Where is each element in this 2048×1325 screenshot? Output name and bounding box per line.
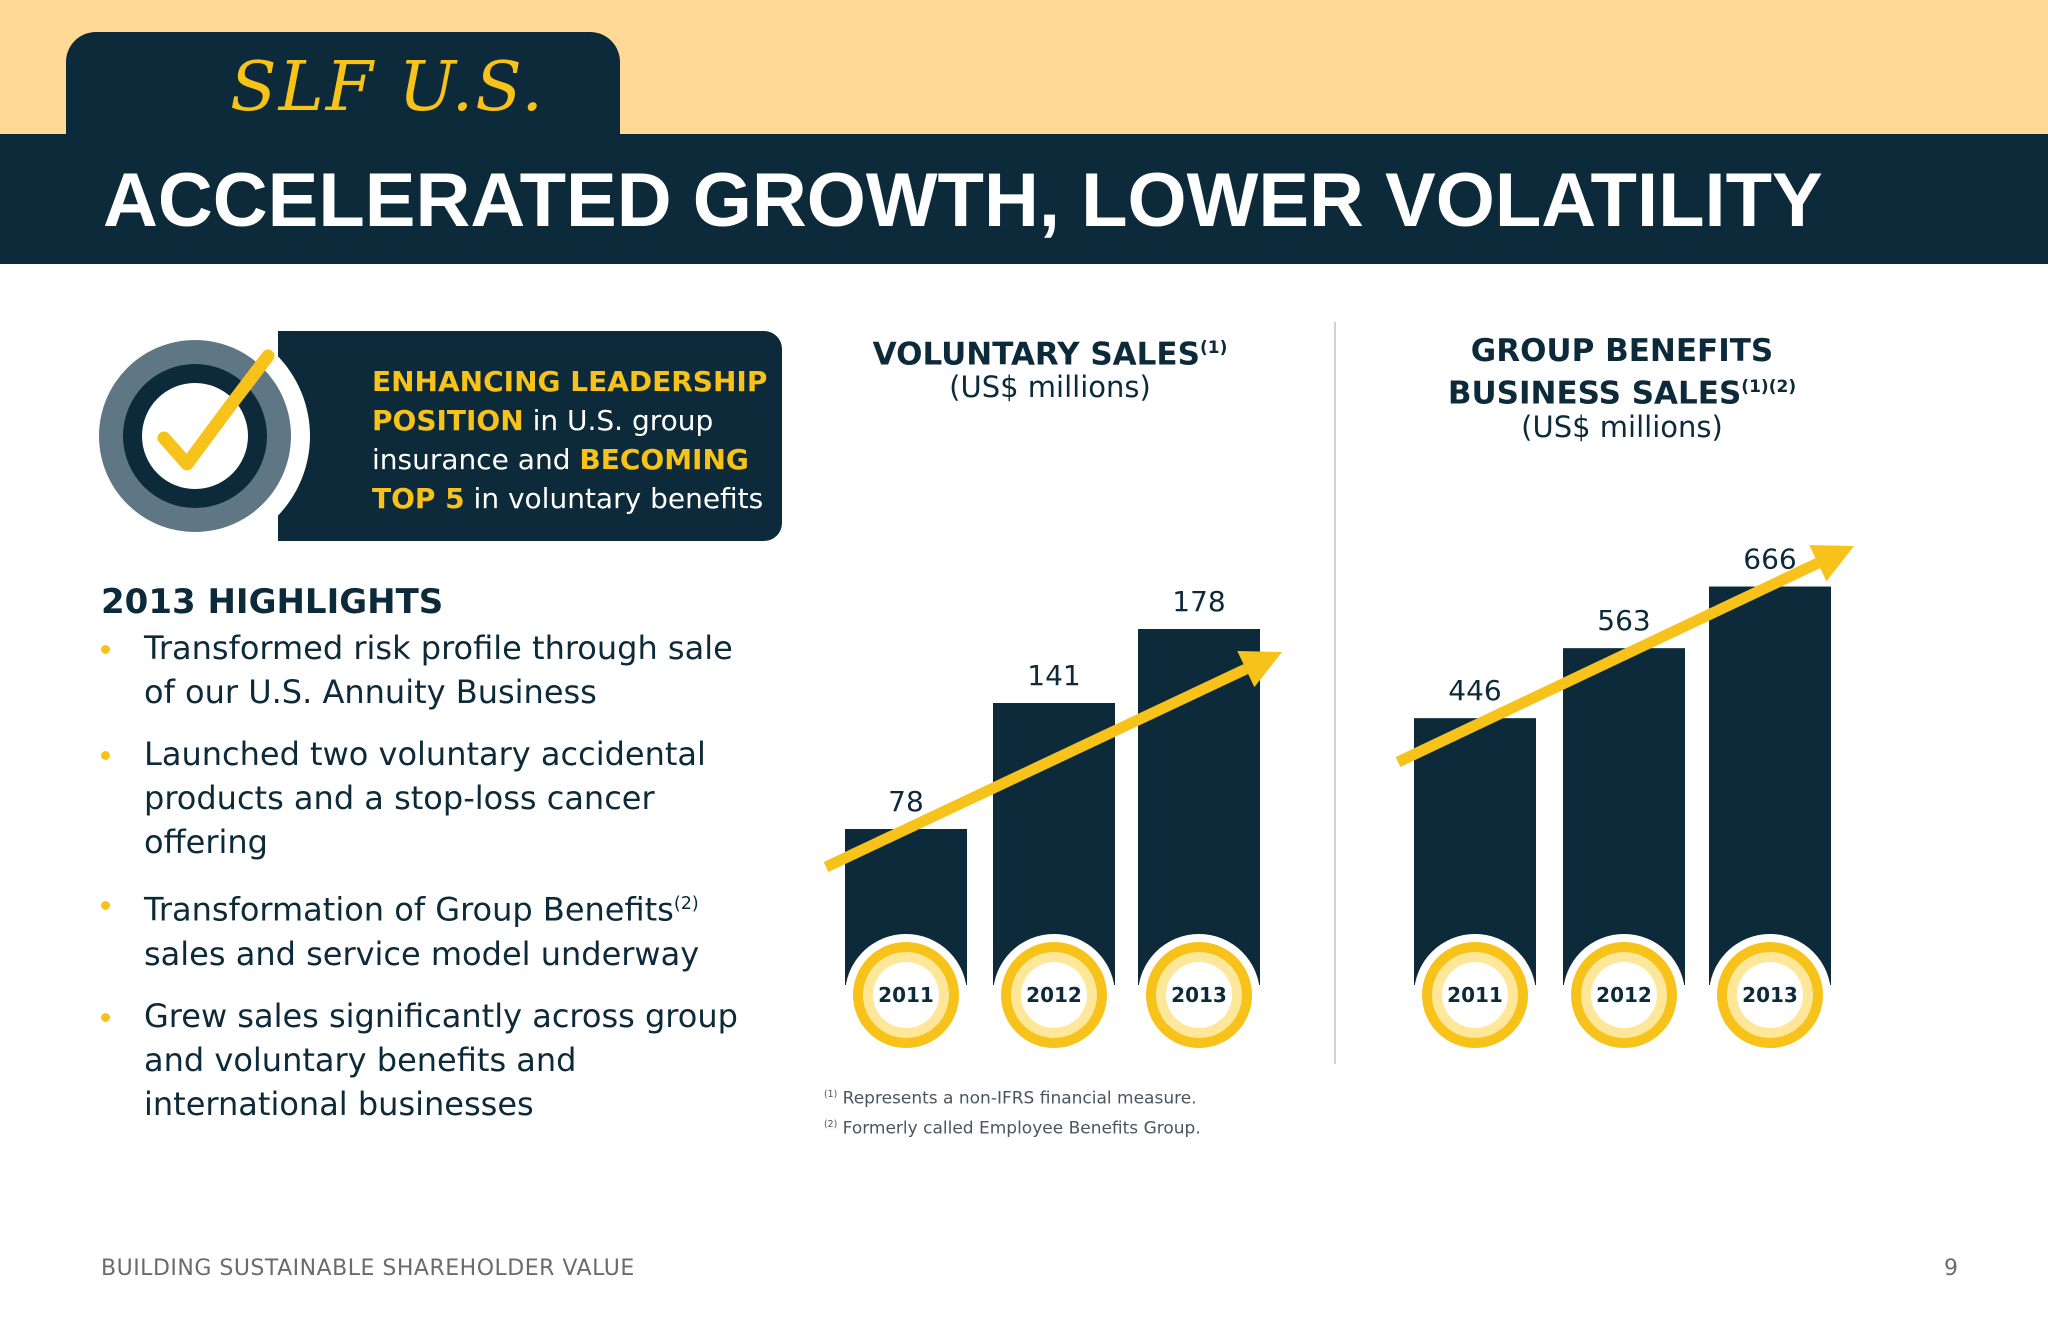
trend-arrow-line — [823, 664, 1249, 872]
chart-title-text: BUSINESS SALES — [1447, 375, 1742, 412]
data-label: 178 — [1172, 585, 1225, 618]
trend-arrow-head — [1237, 650, 1282, 688]
data-label: 141 — [1027, 659, 1080, 692]
bullet-icon — [101, 1012, 110, 1022]
callout-box — [278, 331, 782, 541]
list-item-text: sales and service model underway — [144, 934, 700, 973]
year-badge-center — [1166, 962, 1232, 1028]
list-item-text: Grew sales significantly across group an… — [144, 996, 738, 1123]
voluntary-chart-title: VOLUNTARY SALES(1) — [850, 330, 1250, 372]
list-item-text: Transformed risk profile through sale of… — [144, 629, 733, 711]
year-badge-center — [1442, 962, 1508, 1028]
trend-arrow-head — [1809, 545, 1854, 582]
footnote-ref: (1) — [1199, 338, 1228, 358]
footnote-text: Formerly called Employee Benefits Group. — [837, 1118, 1201, 1139]
callout-text: ENHANCING LEADERSHIP POSITION in U.S. gr… — [372, 362, 772, 518]
data-label: 446 — [1448, 674, 1501, 707]
bullet-icon — [101, 645, 110, 654]
x-tick-label: 2013 — [1171, 983, 1227, 1007]
chart-title-text: VOLUNTARY SALES — [872, 336, 1200, 373]
chart-title-line: GROUP BENEFITS — [1470, 333, 1774, 369]
bar — [1563, 648, 1685, 985]
highlights-title: 2013 HIGHLIGHTS — [101, 582, 444, 622]
trend-arrow-line — [1395, 558, 1821, 767]
callout-part: in voluntary benefits — [464, 482, 764, 515]
footnote-ref: (1)(2) — [1741, 377, 1797, 397]
footnote: (2) Formerly called Employee Benefits Gr… — [824, 1112, 1201, 1142]
list-item-text: Launched two voluntary accidental produc… — [144, 735, 706, 861]
bullet-icon — [101, 901, 110, 910]
list-item: Launched two voluntary accidental produc… — [101, 732, 751, 864]
title-bar — [0, 134, 2048, 264]
footer-text: BUILDING SUSTAINABLE SHAREHOLDER VALUE — [101, 1256, 635, 1281]
footnote-ref: (1) — [824, 1089, 838, 1100]
year-badge-center — [873, 962, 939, 1028]
bullet-icon — [101, 751, 110, 760]
footnote: (1) Represents a non-IFRS financial meas… — [824, 1082, 1201, 1112]
page-number: 9 — [1944, 1256, 1958, 1281]
x-tick-label: 2012 — [1596, 983, 1652, 1007]
list-item-text: Transformation of Group Benefits — [144, 890, 674, 929]
x-tick-label: 2013 — [1742, 983, 1798, 1007]
year-badge-center — [1737, 962, 1803, 1028]
list-item: Transformed risk profile through sale of… — [101, 626, 751, 714]
voluntary-chart-subtitle: (US$ millions) — [949, 370, 1151, 404]
page-title: ACCELERATED GROWTH, LOWER VOLATILITY — [103, 158, 1823, 243]
chart-divider — [1334, 322, 1336, 1064]
checkmark-icon — [80, 322, 310, 551]
footnote-ref: (2) — [673, 894, 699, 914]
data-label: 563 — [1597, 604, 1650, 637]
bar — [1138, 629, 1260, 985]
year-badge-center — [1021, 962, 1087, 1028]
group-chart-subtitle: (US$ millions) — [1521, 410, 1723, 444]
footnote-ref: (2) — [824, 1118, 838, 1130]
x-tick-label: 2011 — [878, 983, 934, 1007]
footnote-text: Represents a non-IFRS financial measure. — [837, 1088, 1197, 1109]
data-label: 78 — [888, 785, 924, 818]
chart-title-line: BUSINESS SALES(1)(2) — [1422, 369, 1822, 411]
year-badge-center — [1591, 962, 1657, 1028]
x-tick-label: 2012 — [1026, 983, 1082, 1007]
group-chart-title: GROUP BENEFITS BUSINESS SALES(1)(2) — [1422, 333, 1822, 411]
callout-part: ENHANCING LEADERSHIP POSITION — [372, 365, 768, 437]
list-item: Transformation of Group Benefits(2) sale… — [101, 882, 751, 976]
tab-title: SLF U.S. — [230, 48, 545, 127]
highlights-list: Transformed risk profile through sale of… — [101, 626, 751, 1144]
footnotes: (1) Represents a non-IFRS financial meas… — [824, 1082, 1201, 1141]
callout-part: BECOMING TOP 5 — [372, 443, 749, 515]
x-tick-label: 2011 — [1447, 983, 1503, 1007]
data-label: 666 — [1743, 543, 1796, 576]
callout-part: in U.S. group insurance and — [372, 404, 714, 476]
bar — [1709, 586, 1831, 985]
list-item: Grew sales significantly across group an… — [101, 994, 751, 1126]
